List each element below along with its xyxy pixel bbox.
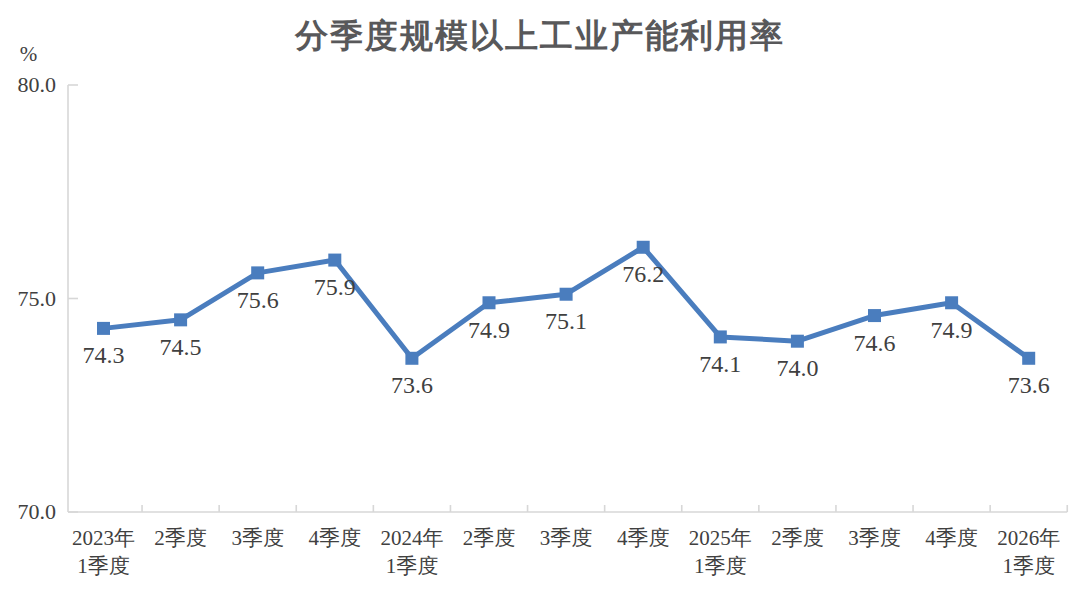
data-point-marker [1022,352,1035,365]
data-label: 75.9 [293,274,377,300]
data-label: 74.6 [833,330,917,356]
data-point-marker [945,296,958,309]
data-point-marker [405,352,418,365]
capacity-utilization-line-chart: 分季度规模以上工业产能利用率 % 70.075.080.02023年 1季度2季… [0,0,1080,607]
data-point-marker [483,296,496,309]
data-point-marker [637,241,650,254]
data-point-marker [97,322,110,335]
y-tick-label: 75.0 [6,285,56,313]
data-point-marker [714,330,727,343]
data-point-marker [251,266,264,279]
data-label: 74.0 [755,355,839,381]
x-tick-label: 2026年 1季度 [981,524,1077,580]
data-label: 73.6 [987,372,1071,398]
data-label: 75.1 [524,308,608,334]
y-tick-label: 80.0 [6,71,56,99]
data-point-marker [174,313,187,326]
data-label: 76.2 [601,261,685,287]
data-point-marker [868,309,881,322]
data-point-marker [560,288,573,301]
data-label: 74.3 [62,342,146,368]
data-label: 74.9 [910,317,994,343]
data-point-marker [328,254,341,267]
data-point-marker [791,335,804,348]
y-tick-label: 70.0 [6,498,56,526]
data-label: 74.9 [447,317,531,343]
plot-area [0,0,1080,607]
data-label: 74.1 [678,351,762,377]
data-label: 73.6 [370,372,454,398]
data-label: 75.6 [216,287,300,313]
data-label: 74.5 [139,334,223,360]
